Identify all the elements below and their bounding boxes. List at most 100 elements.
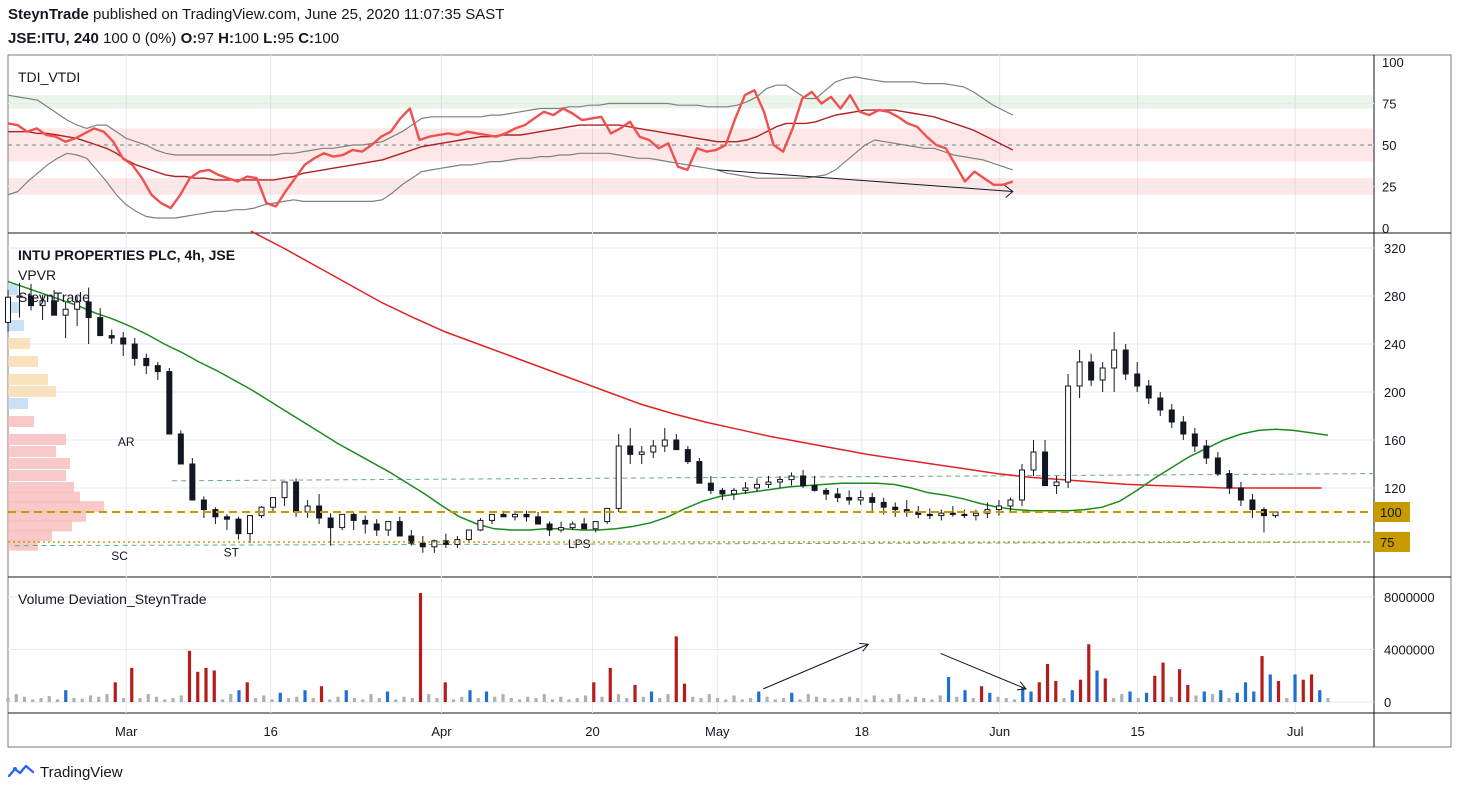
candle-down[interactable] bbox=[1214, 457, 1221, 475]
candle-down[interactable] bbox=[108, 335, 115, 339]
candle-up[interactable] bbox=[615, 445, 622, 509]
candle-down[interactable] bbox=[350, 513, 357, 521]
candle-down[interactable] bbox=[120, 337, 127, 345]
candle-down[interactable] bbox=[1237, 487, 1244, 501]
candle-down[interactable] bbox=[892, 506, 899, 511]
candle-up[interactable] bbox=[270, 497, 277, 508]
candle-up[interactable] bbox=[246, 515, 253, 535]
candle-down[interactable] bbox=[1088, 361, 1095, 381]
author-name[interactable]: SteynTrade bbox=[8, 6, 89, 23]
candle-up[interactable] bbox=[788, 475, 795, 481]
candle-down[interactable] bbox=[419, 542, 426, 548]
candle-down[interactable] bbox=[373, 523, 380, 531]
candle-down[interactable] bbox=[1157, 397, 1164, 411]
candle-up[interactable] bbox=[465, 529, 472, 541]
candle-down[interactable] bbox=[1226, 473, 1233, 489]
candle-down[interactable] bbox=[408, 535, 415, 544]
candle-up[interactable] bbox=[777, 479, 784, 483]
candle-down[interactable] bbox=[684, 449, 691, 463]
candle-down[interactable] bbox=[869, 497, 876, 503]
candle-up[interactable] bbox=[488, 513, 495, 521]
candle-up[interactable] bbox=[1007, 499, 1014, 507]
candle-up[interactable] bbox=[742, 487, 749, 491]
candle-down[interactable] bbox=[1145, 385, 1152, 399]
candle-down[interactable] bbox=[154, 365, 161, 373]
candle-down[interactable] bbox=[696, 461, 703, 484]
candle-up[interactable] bbox=[753, 483, 760, 489]
candle-up[interactable] bbox=[1053, 481, 1060, 487]
candle-down[interactable] bbox=[834, 493, 841, 499]
candle-up[interactable] bbox=[62, 308, 69, 316]
candle-down[interactable] bbox=[1122, 349, 1129, 375]
candle-up[interactable] bbox=[1099, 367, 1106, 381]
candle-up[interactable] bbox=[650, 445, 657, 453]
candle-up[interactable] bbox=[16, 295, 23, 298]
candle-down[interactable] bbox=[327, 517, 334, 529]
candle-down[interactable] bbox=[926, 513, 933, 517]
candle-down[interactable] bbox=[961, 513, 968, 517]
candle-up[interactable] bbox=[1018, 469, 1025, 501]
candle-up[interactable] bbox=[39, 300, 46, 307]
candle-up[interactable] bbox=[592, 521, 599, 530]
candle-down[interactable] bbox=[131, 343, 138, 359]
candle-up[interactable] bbox=[995, 505, 1002, 511]
candle-down[interactable] bbox=[212, 509, 219, 518]
candle-down[interactable] bbox=[97, 317, 104, 337]
candle-down[interactable] bbox=[500, 513, 507, 518]
candle-up[interactable] bbox=[5, 296, 11, 323]
candle-up[interactable] bbox=[638, 451, 645, 455]
candle-up[interactable] bbox=[385, 521, 392, 531]
footer-brand[interactable]: TradingView bbox=[8, 760, 123, 784]
candle-down[interactable] bbox=[235, 518, 242, 535]
candle-down[interactable] bbox=[627, 445, 634, 455]
candle-down[interactable] bbox=[362, 519, 369, 525]
candle-down[interactable] bbox=[846, 497, 853, 501]
candle-up[interactable] bbox=[604, 507, 611, 523]
candle-down[interactable] bbox=[1203, 445, 1210, 459]
candle-down[interactable] bbox=[28, 295, 35, 307]
candle-down[interactable] bbox=[1134, 373, 1141, 387]
candle-up[interactable] bbox=[477, 519, 484, 531]
candle-down[interactable] bbox=[1168, 409, 1175, 423]
candle-down[interactable] bbox=[143, 357, 150, 367]
symbol-label[interactable]: JSE:ITU, 240 bbox=[8, 30, 99, 47]
candle-down[interactable] bbox=[1042, 451, 1049, 487]
candle-up[interactable] bbox=[1065, 385, 1072, 483]
candle-up[interactable] bbox=[511, 513, 518, 518]
candle-down[interactable] bbox=[811, 485, 818, 491]
candle-down[interactable] bbox=[823, 489, 830, 495]
candle-down[interactable] bbox=[949, 512, 956, 515]
candle-up[interactable] bbox=[1111, 349, 1118, 369]
candle-down[interactable] bbox=[223, 516, 230, 520]
candle-down[interactable] bbox=[1191, 433, 1198, 447]
candle-down[interactable] bbox=[719, 489, 726, 495]
candle-down[interactable] bbox=[546, 523, 553, 531]
candle-down[interactable] bbox=[166, 371, 173, 435]
candle-down[interactable] bbox=[51, 300, 58, 316]
candle-up[interactable] bbox=[972, 512, 979, 517]
candle-up[interactable] bbox=[765, 481, 772, 485]
candle-up[interactable] bbox=[938, 512, 945, 517]
candle-up[interactable] bbox=[857, 497, 864, 501]
candle-down[interactable] bbox=[85, 301, 92, 319]
candle-down[interactable] bbox=[535, 516, 542, 525]
candle-up[interactable] bbox=[339, 513, 346, 529]
candle-down[interactable] bbox=[1180, 421, 1187, 435]
candle-up[interactable] bbox=[661, 439, 668, 447]
candle-down[interactable] bbox=[523, 513, 530, 518]
candle-down[interactable] bbox=[707, 482, 714, 491]
candle-down[interactable] bbox=[673, 439, 680, 451]
candle-down[interactable] bbox=[581, 523, 588, 530]
candle-up[interactable] bbox=[558, 527, 565, 531]
candle-up[interactable] bbox=[431, 540, 438, 548]
candle-down[interactable] bbox=[800, 475, 807, 487]
candle-up[interactable] bbox=[281, 481, 288, 499]
candle-up[interactable] bbox=[730, 489, 737, 495]
candle-down[interactable] bbox=[293, 481, 300, 513]
candle-down[interactable] bbox=[1249, 499, 1256, 511]
candle-down[interactable] bbox=[177, 433, 184, 465]
candle-down[interactable] bbox=[200, 499, 207, 511]
candle-down[interactable] bbox=[396, 521, 403, 537]
candle-up[interactable] bbox=[74, 301, 81, 310]
